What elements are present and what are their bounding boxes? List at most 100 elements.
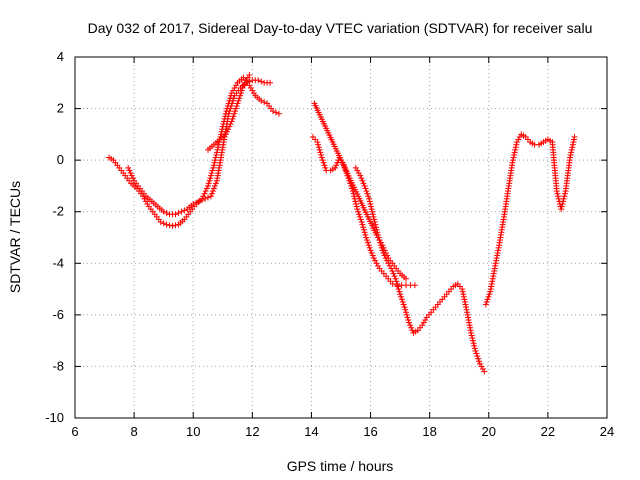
data-point bbox=[333, 162, 340, 169]
data-point bbox=[510, 154, 517, 161]
data-point bbox=[318, 154, 325, 161]
data-point bbox=[482, 301, 489, 308]
x-axis-label: GPS time / hours bbox=[287, 458, 394, 474]
grid bbox=[75, 57, 607, 418]
data-point bbox=[394, 280, 401, 287]
data-point bbox=[398, 296, 405, 303]
data-point bbox=[367, 247, 374, 254]
data-point bbox=[373, 231, 380, 238]
data-point bbox=[403, 311, 410, 318]
data-point bbox=[471, 345, 478, 352]
x-tick-label: 14 bbox=[304, 424, 318, 439]
data-point bbox=[208, 190, 215, 197]
data-point bbox=[380, 244, 387, 251]
data-point bbox=[270, 108, 277, 115]
data-point bbox=[509, 157, 516, 164]
data-point bbox=[211, 182, 218, 189]
data-point bbox=[230, 113, 237, 120]
data-point bbox=[352, 198, 359, 205]
data-point bbox=[223, 128, 230, 135]
data-point bbox=[209, 188, 216, 195]
x-tick-label: 16 bbox=[363, 424, 377, 439]
data-point bbox=[376, 237, 383, 244]
data-point bbox=[352, 200, 359, 207]
data-point bbox=[160, 220, 167, 227]
data-point bbox=[405, 319, 412, 326]
data-point bbox=[369, 208, 376, 215]
data-point bbox=[391, 273, 398, 280]
data-point bbox=[553, 188, 560, 195]
data-point bbox=[468, 329, 475, 336]
data-point bbox=[142, 198, 149, 205]
data-point bbox=[231, 84, 238, 91]
data-point bbox=[511, 151, 518, 158]
data-point bbox=[377, 239, 384, 246]
data-point bbox=[211, 159, 218, 166]
data-point bbox=[232, 105, 239, 112]
data-point bbox=[367, 203, 374, 210]
data-point bbox=[226, 108, 233, 115]
data-point bbox=[258, 78, 265, 85]
data-point bbox=[357, 216, 364, 223]
data-point bbox=[407, 322, 414, 329]
data-point bbox=[473, 350, 480, 357]
data-point bbox=[373, 224, 380, 231]
data-point bbox=[239, 84, 246, 91]
x-tick-label: 12 bbox=[245, 424, 259, 439]
data-point bbox=[370, 213, 377, 220]
data-point bbox=[228, 118, 235, 125]
data-point bbox=[246, 78, 253, 85]
data-point bbox=[516, 133, 523, 140]
data-point bbox=[233, 82, 240, 89]
data-point bbox=[129, 175, 136, 182]
data-point bbox=[229, 97, 236, 104]
data-point bbox=[371, 257, 378, 264]
data-point bbox=[367, 200, 374, 207]
data-point bbox=[175, 210, 182, 217]
data-point bbox=[213, 151, 220, 158]
data-point bbox=[209, 167, 216, 174]
data-point bbox=[201, 190, 208, 197]
data-point bbox=[476, 358, 483, 365]
x-tick-label: 6 bbox=[71, 424, 78, 439]
data-point bbox=[272, 109, 279, 116]
data-point bbox=[275, 110, 282, 117]
data-point bbox=[567, 154, 574, 161]
data-point bbox=[360, 224, 367, 231]
data-point bbox=[181, 207, 188, 214]
data-point bbox=[315, 141, 322, 148]
data-point bbox=[225, 126, 232, 133]
data-point bbox=[469, 335, 476, 342]
data-point bbox=[125, 164, 132, 171]
data-point bbox=[471, 342, 478, 349]
data-point bbox=[225, 110, 232, 117]
data-point bbox=[229, 100, 236, 107]
data-point bbox=[395, 286, 402, 293]
data-point bbox=[258, 97, 265, 104]
data-point bbox=[397, 291, 404, 298]
data-point bbox=[570, 139, 577, 146]
data-point bbox=[355, 208, 362, 215]
data-point bbox=[369, 252, 376, 259]
data-point bbox=[319, 157, 326, 164]
data-point bbox=[212, 157, 219, 164]
data-point bbox=[261, 99, 268, 106]
x-tick-label: 22 bbox=[541, 424, 555, 439]
data-point bbox=[460, 293, 467, 300]
data-point bbox=[229, 115, 236, 122]
data-point bbox=[478, 363, 485, 370]
x-tick-label: 24 bbox=[600, 424, 614, 439]
data-point bbox=[404, 314, 411, 321]
data-point bbox=[382, 249, 389, 256]
data-point bbox=[512, 146, 519, 153]
plot-frame bbox=[74, 56, 608, 419]
data-point bbox=[365, 242, 372, 249]
data-point bbox=[199, 197, 206, 204]
data-point bbox=[318, 151, 325, 158]
data-point bbox=[247, 84, 254, 91]
data-point bbox=[126, 167, 133, 174]
data-point bbox=[361, 182, 368, 189]
data-point bbox=[228, 102, 235, 109]
data-point bbox=[462, 301, 469, 308]
